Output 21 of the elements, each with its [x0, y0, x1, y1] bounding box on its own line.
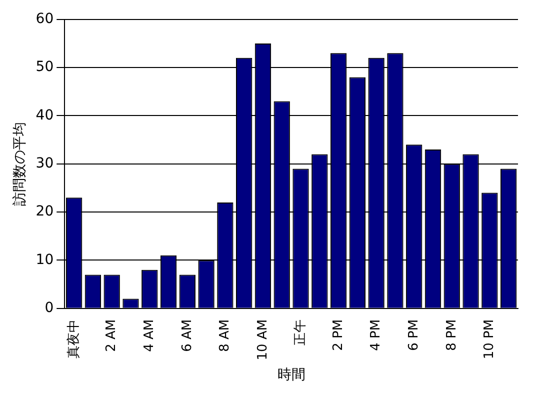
- x-tick-label: 真夜中: [65, 319, 82, 358]
- y-tick-label: 10: [36, 252, 54, 268]
- x-tick-label: 2 PM: [330, 319, 346, 351]
- x-tick-label: 正午: [293, 319, 308, 346]
- y-tick-label: 60: [36, 11, 54, 28]
- x-tick-label: 4 AM: [142, 319, 157, 352]
- y-tick-label: 0: [44, 300, 54, 316]
- x-tick-label: 10 PM: [482, 319, 498, 360]
- x-axis-title: 時間: [277, 367, 306, 384]
- y-tick-label: 20: [36, 204, 54, 220]
- y-tick-label: 40: [36, 107, 54, 124]
- x-tick-label: 8 AM: [218, 319, 233, 352]
- x-tick-label: 6 AM: [180, 319, 195, 352]
- x-tick-label: 2 AM: [104, 319, 120, 352]
- x-tick-label: 6 PM: [406, 319, 422, 351]
- x-tick-label: 4 PM: [368, 319, 384, 351]
- x-tick-label: 10 AM: [255, 319, 270, 360]
- y-tick-label: 30: [36, 156, 54, 172]
- y-axis-title: 訪問数の平均: [12, 122, 28, 206]
- y-tick-label: 50: [36, 59, 54, 76]
- x-tick-label: 8 PM: [444, 319, 460, 351]
